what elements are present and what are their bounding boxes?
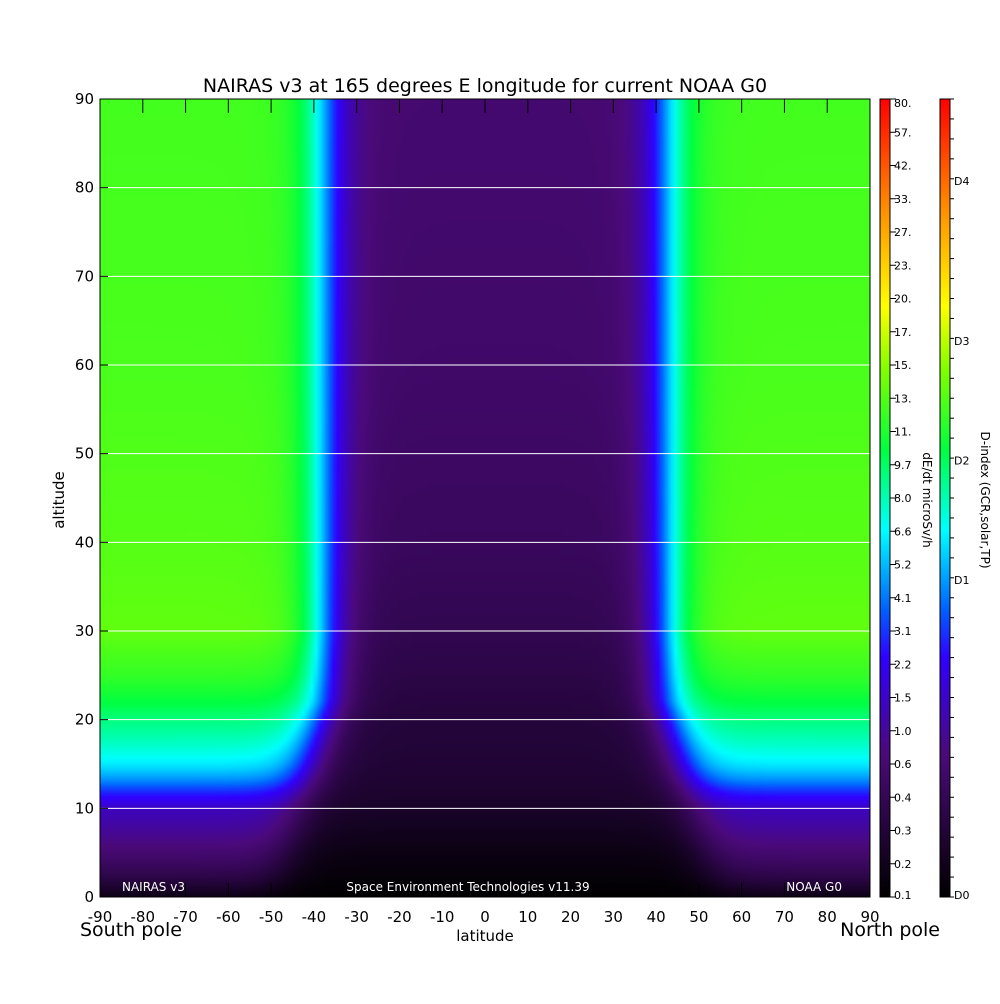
x-tick-label: 80 xyxy=(818,908,837,926)
dose-tick-label: 0.4 xyxy=(894,791,912,804)
y-axis-label: altitude xyxy=(50,471,68,529)
x-tick-label: -50 xyxy=(259,908,284,926)
footer-left: NAIRAS v3 xyxy=(122,880,185,894)
y-tick-label: 60 xyxy=(75,356,94,374)
dose-tick-label: 80. xyxy=(894,97,912,110)
x-tick-label: 10 xyxy=(518,908,537,926)
dindex-tick-label: D1 xyxy=(954,574,969,587)
dose-tick-label: 20. xyxy=(894,293,912,306)
dose-tick-label: 8.0 xyxy=(894,492,912,505)
south-pole-label: South pole xyxy=(80,919,182,941)
y-tick-label: 20 xyxy=(75,711,94,729)
x-tick-label: -30 xyxy=(344,908,369,926)
x-tick-label: 40 xyxy=(647,908,666,926)
dose-tick-label: 11. xyxy=(894,426,912,439)
dose-tick-label: 13. xyxy=(894,392,912,405)
x-tick-label: -20 xyxy=(387,908,412,926)
dose-tick-label: 33. xyxy=(894,193,912,206)
dindex-tick-label: D2 xyxy=(954,454,969,467)
dose-tick-label: 15. xyxy=(894,359,912,372)
x-tick-label: 50 xyxy=(689,908,708,926)
footer-right: NOAA G0 xyxy=(786,880,842,894)
dose-tick-label: 4.1 xyxy=(894,592,912,605)
x-tick-label: 60 xyxy=(732,908,751,926)
dose-tick-label: 0.2 xyxy=(894,858,912,871)
dose-tick-label: 0.6 xyxy=(894,758,912,771)
dose-tick-label: 27. xyxy=(894,226,912,239)
dindex-tick-label: D3 xyxy=(954,335,969,348)
dose-colorbar xyxy=(879,98,891,898)
dose-tick-label: 0.1 xyxy=(894,889,912,902)
dose-colorbar-ticks: 0.1 0.2 0.3 0.4 0.6 1.0 1.5 2.2 3.1 4.1 5.2 6.6 8.0 9… xyxy=(890,97,912,902)
x-tick-label: 30 xyxy=(604,908,623,926)
gridlines xyxy=(100,187,870,809)
y-tick-label: 80 xyxy=(75,179,94,197)
dose-tick-label: 1.5 xyxy=(894,692,912,705)
dose-tick-label: 1.0 xyxy=(894,725,912,738)
y-tick-label: 70 xyxy=(75,267,94,285)
y-tick-label: 30 xyxy=(75,622,94,640)
x-tick-label: 70 xyxy=(775,908,794,926)
dindex-colorbar-ticks: D0 D1 D2 D3 D4 xyxy=(950,98,969,902)
dose-tick-label: 2.2 xyxy=(894,658,912,671)
x-tick-label: -70 xyxy=(173,908,198,926)
footer-center: Space Environment Technologies v11.39 xyxy=(346,880,589,894)
dose-tick-label: 42. xyxy=(894,160,912,173)
dindex-colorbar xyxy=(939,98,951,898)
dose-tick-label: 23. xyxy=(894,259,912,272)
y-axis-ticks: 0 10 20 30 40 50 60 70 80 90 xyxy=(75,90,108,906)
dose-tick-label: 0.3 xyxy=(894,825,912,838)
chart-title: NAIRAS v3 at 165 degrees E longitude for… xyxy=(203,75,767,97)
dose-tick-label: 3.1 xyxy=(894,625,912,638)
x-tick-label: -60 xyxy=(216,908,241,926)
x-tick-label: -90 xyxy=(88,908,113,926)
heatmap-image xyxy=(100,99,870,897)
y-tick-label: 90 xyxy=(75,90,94,108)
y-tick-label: 50 xyxy=(75,445,94,463)
y-tick-label: 40 xyxy=(75,533,94,551)
y-tick-label: 10 xyxy=(75,799,94,817)
x-tick-label: -10 xyxy=(430,908,455,926)
x-tick-label: 90 xyxy=(860,908,879,926)
north-pole-label: North pole xyxy=(840,919,940,941)
plot-frame xyxy=(99,98,871,898)
dose-tick-label: 17. xyxy=(894,326,912,339)
dose-tick-label: 6.6 xyxy=(894,525,912,538)
x-tick-label: -80 xyxy=(131,908,156,926)
x-tick-label: 0 xyxy=(480,908,490,926)
x-axis-label: latitude xyxy=(456,927,514,945)
x-tick-label: 20 xyxy=(561,908,580,926)
dose-tick-label: 9.7 xyxy=(894,459,912,472)
x-axis-ticks: -90 -80 -70 -60 -50 -40 -30 -20 -10 0 10 20 30 40 50 60… xyxy=(88,99,880,926)
x-tick-label: -40 xyxy=(302,908,327,926)
dindex-colorbar-label: D-index (GCR,solar,TP) xyxy=(978,431,992,568)
dose-colorbar-label: dE/dt microSv/h xyxy=(920,452,934,547)
y-tick-label: 0 xyxy=(84,888,94,906)
dindex-tick-label: D0 xyxy=(954,889,969,902)
dose-tick-label: 5.2 xyxy=(894,559,912,572)
dose-tick-label: 57. xyxy=(894,126,912,139)
dindex-tick-label: D4 xyxy=(954,175,969,188)
